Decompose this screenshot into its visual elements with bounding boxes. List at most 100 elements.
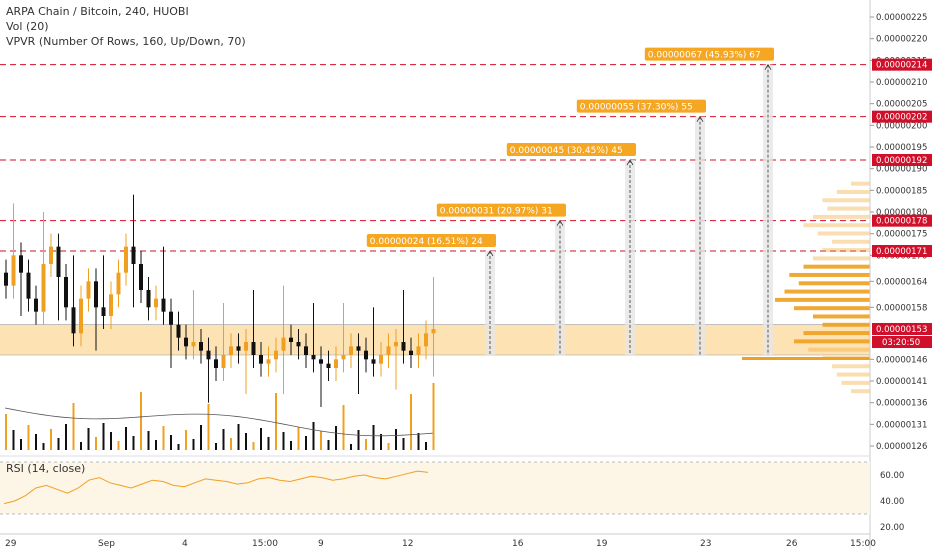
vpvr-row [813,214,870,219]
volume-bar [95,437,97,450]
candle-body [86,281,91,299]
vpvr-row [832,364,870,369]
candle-body [71,307,76,334]
candle-body [251,342,256,355]
candle-body [191,342,196,347]
candle-body [221,355,226,368]
candle-body [184,337,188,347]
price-tick-label: 0.00000146 [876,355,927,365]
resistance-tag-3: 0.00000192 [876,156,927,166]
vpvr-row [784,289,870,294]
rsi-tick-label: 60.00 [880,471,904,481]
volume-bar [65,424,67,450]
volume-bar [290,441,292,450]
candle-body [176,324,181,338]
volume-bar [350,444,352,450]
candle-body [56,246,61,277]
target-label-1: 0.00000024 (16.51%) 24 [370,237,483,247]
candle-body [304,346,308,355]
candle-body [311,355,316,360]
volume-bar [5,414,7,450]
candle-body [334,359,338,368]
volume-bar [410,394,412,450]
resistance-tag-5: 0.00000171 [876,247,927,257]
candle-body [379,355,383,364]
candle-body [394,342,398,347]
target-arrowhead-4 [696,115,704,122]
volume-bar [147,431,150,450]
candle-body [109,294,113,316]
resistance-tag-2: 0.00000202 [876,113,927,123]
rsi-band [0,462,870,514]
volume-bar [162,426,165,450]
resistance-tag-4: 0.00000178 [876,217,927,227]
candle-body [281,337,286,351]
candle-body [41,264,46,312]
target-label-2: 0.00000031 (20.97%) 31 [440,207,553,217]
vpvr-row [803,331,870,336]
countdown-tag: 03:20:50 [882,338,920,348]
volume-bar [425,442,427,450]
volume-bar [102,423,105,450]
resistance-tag-bg-1 [872,58,932,71]
chart-title: ARPA Chain / Bitcoin, 240, HUOBI [6,5,189,18]
volume-bar [80,442,82,450]
volume-bar [57,438,60,450]
volume-bar [305,436,307,450]
volume-bar [177,444,180,450]
rsi-tick-label: 40.00 [880,497,904,507]
volume-bar [297,427,300,450]
vpvr-row [775,297,870,302]
vpvr-row [851,389,870,394]
volume-bar [72,403,75,450]
vpvr-indicator-label[interactable]: VPVR (Number Of Rows, 160, Up/Down, 70) [6,35,246,48]
resistance-tag-bg-4 [872,214,932,227]
volume-bar [312,422,315,450]
resistance-tag-bg-5 [872,245,932,257]
vpvr-histogram [742,181,870,394]
rsi-indicator-label[interactable]: RSI (14, close) [6,462,86,475]
target-label-bg-2 [436,203,566,217]
time-tick-label: 19 [596,539,608,549]
volume-bar [185,430,187,450]
volume-bar [267,437,270,450]
volume-bar [237,424,240,450]
volume-bar [222,429,225,450]
target-label-4: 0.00000055 (37.30%) 55 [580,103,693,113]
volume-bar [432,383,435,450]
price-tick-label: 0.00000141 [876,377,927,387]
price-axis-bg [870,0,932,550]
volume-bar [87,428,90,450]
volume-bar [170,435,172,450]
volume-bar [320,431,322,450]
time-tick-label: Sep [98,539,115,549]
volume-bars [5,383,435,450]
price-tick-label: 0.00000210 [876,78,927,88]
volume-indicator-label[interactable]: Vol (20) [6,20,49,33]
price-tick-label: 0.00000205 [876,100,927,110]
volume-bar [50,429,52,450]
price-tick-label: 0.00000195 [876,143,927,153]
candle-body [169,311,173,325]
volume-bar [42,443,45,450]
target-range-4 [695,116,705,356]
candle-body [34,298,38,312]
volume-bar [200,425,202,450]
time-tick-label: 15:00 [850,539,876,549]
vpvr-poc-row [742,357,870,360]
candle-body [26,272,31,299]
time-tick-label: 23 [700,539,711,549]
candle-body [236,346,241,351]
volume-bar [192,439,195,450]
candle-body [49,246,53,264]
volume-ma-line [4,407,433,437]
candle-body [326,363,331,368]
rsi-line [3,470,429,505]
volume-bar [245,433,247,450]
candle-body [274,350,278,360]
vpvr-row [808,347,870,352]
time-tick-label: 9 [318,539,324,549]
rsi-tick-label: 20.00 [880,523,904,533]
candle-body [401,342,406,351]
